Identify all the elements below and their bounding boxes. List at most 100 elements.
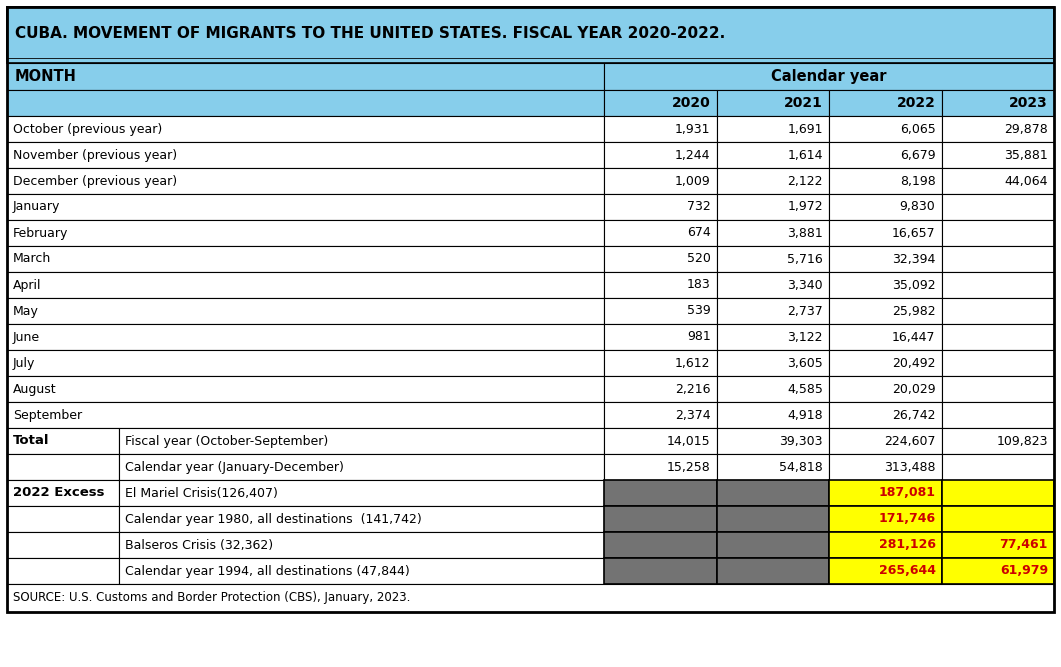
Bar [941, 532, 1054, 558]
Bar [604, 220, 716, 246]
Bar [604, 194, 716, 220]
Bar [716, 480, 829, 506]
Bar [716, 402, 829, 428]
Text: 2022 Excess: 2022 Excess [13, 486, 104, 500]
Bar [716, 194, 829, 220]
Text: Total: Total [13, 434, 50, 448]
Bar [716, 116, 829, 142]
Text: September: September [13, 408, 82, 422]
Bar [7, 168, 604, 194]
Bar [7, 428, 119, 454]
Bar [829, 272, 941, 298]
Text: 44,064: 44,064 [1005, 175, 1048, 187]
Bar [716, 272, 829, 298]
Bar [7, 532, 119, 558]
Text: Calendar year (January-December): Calendar year (January-December) [125, 460, 344, 474]
Text: 32,394: 32,394 [892, 253, 936, 265]
Text: 1,691: 1,691 [787, 123, 823, 135]
Text: 4,585: 4,585 [787, 382, 823, 396]
Bar [7, 350, 604, 376]
Bar [604, 558, 716, 584]
Bar [604, 142, 716, 168]
Bar [716, 532, 829, 558]
Text: 29,878: 29,878 [1005, 123, 1048, 135]
Bar [119, 506, 604, 532]
Bar [119, 480, 604, 506]
Bar [7, 506, 119, 532]
Text: 61,979: 61,979 [999, 564, 1048, 578]
Bar [829, 532, 941, 558]
Text: 39,303: 39,303 [780, 434, 823, 448]
Text: 109,823: 109,823 [996, 434, 1048, 448]
Text: 14,015: 14,015 [667, 434, 711, 448]
Text: June: June [13, 331, 40, 344]
Bar [941, 298, 1054, 324]
Text: August: August [13, 382, 56, 396]
Text: 539: 539 [686, 305, 711, 317]
Text: December (previous year): December (previous year) [13, 175, 177, 187]
Bar [604, 376, 716, 402]
Bar [604, 402, 716, 428]
Text: November (previous year): November (previous year) [13, 149, 177, 161]
Text: 2020: 2020 [672, 96, 711, 110]
Text: 2,122: 2,122 [787, 175, 823, 187]
Text: Calendar year 1994, all destinations (47,844): Calendar year 1994, all destinations (47… [125, 564, 410, 578]
Text: 1,931: 1,931 [675, 123, 711, 135]
Bar [716, 506, 829, 532]
Text: October (previous year): October (previous year) [13, 123, 162, 135]
Bar [829, 142, 941, 168]
Text: 1,612: 1,612 [675, 356, 711, 370]
Text: SOURCE: U.S. Customs and Border Protection (CBS), January, 2023.: SOURCE: U.S. Customs and Border Protecti… [13, 592, 411, 604]
Bar [716, 454, 829, 480]
Text: 3,881: 3,881 [787, 227, 823, 239]
Text: 2023: 2023 [1009, 96, 1048, 110]
Text: Balseros Crisis (32,362): Balseros Crisis (32,362) [125, 538, 273, 552]
Bar [7, 116, 604, 142]
Text: 6,679: 6,679 [900, 149, 936, 161]
Bar [716, 350, 829, 376]
Bar [604, 324, 716, 350]
Bar [716, 376, 829, 402]
Text: 3,122: 3,122 [787, 331, 823, 344]
Text: 35,881: 35,881 [1005, 149, 1048, 161]
Bar [829, 194, 941, 220]
Bar [941, 246, 1054, 272]
Text: 674: 674 [686, 227, 711, 239]
Text: 9,830: 9,830 [900, 201, 936, 213]
Text: 183: 183 [686, 279, 711, 291]
Text: 20,492: 20,492 [892, 356, 936, 370]
Text: 2,216: 2,216 [675, 382, 711, 396]
Bar [716, 298, 829, 324]
Text: 224,607: 224,607 [884, 434, 936, 448]
Text: 2,374: 2,374 [675, 408, 711, 422]
Text: 265,644: 265,644 [879, 564, 936, 578]
Text: 1,244: 1,244 [675, 149, 711, 161]
Bar [119, 558, 604, 584]
Bar [716, 142, 829, 168]
Text: MONTH: MONTH [15, 69, 76, 84]
Bar [604, 90, 716, 116]
Bar [7, 246, 604, 272]
Bar [119, 532, 604, 558]
Bar [829, 558, 941, 584]
Bar [829, 506, 941, 532]
Bar [716, 558, 829, 584]
Bar [7, 376, 604, 402]
Text: 16,657: 16,657 [892, 227, 936, 239]
Bar [829, 454, 941, 480]
Bar [829, 298, 941, 324]
Bar [941, 558, 1054, 584]
Bar [941, 324, 1054, 350]
Bar [7, 584, 1054, 612]
Bar [7, 194, 604, 220]
Bar [604, 246, 716, 272]
Bar [604, 454, 716, 480]
Text: 8,198: 8,198 [900, 175, 936, 187]
Bar [604, 116, 716, 142]
Bar [7, 142, 604, 168]
Bar [604, 63, 1054, 90]
Text: April: April [13, 279, 41, 291]
Text: 2,737: 2,737 [787, 305, 823, 317]
Text: 981: 981 [686, 331, 711, 344]
Bar [716, 324, 829, 350]
